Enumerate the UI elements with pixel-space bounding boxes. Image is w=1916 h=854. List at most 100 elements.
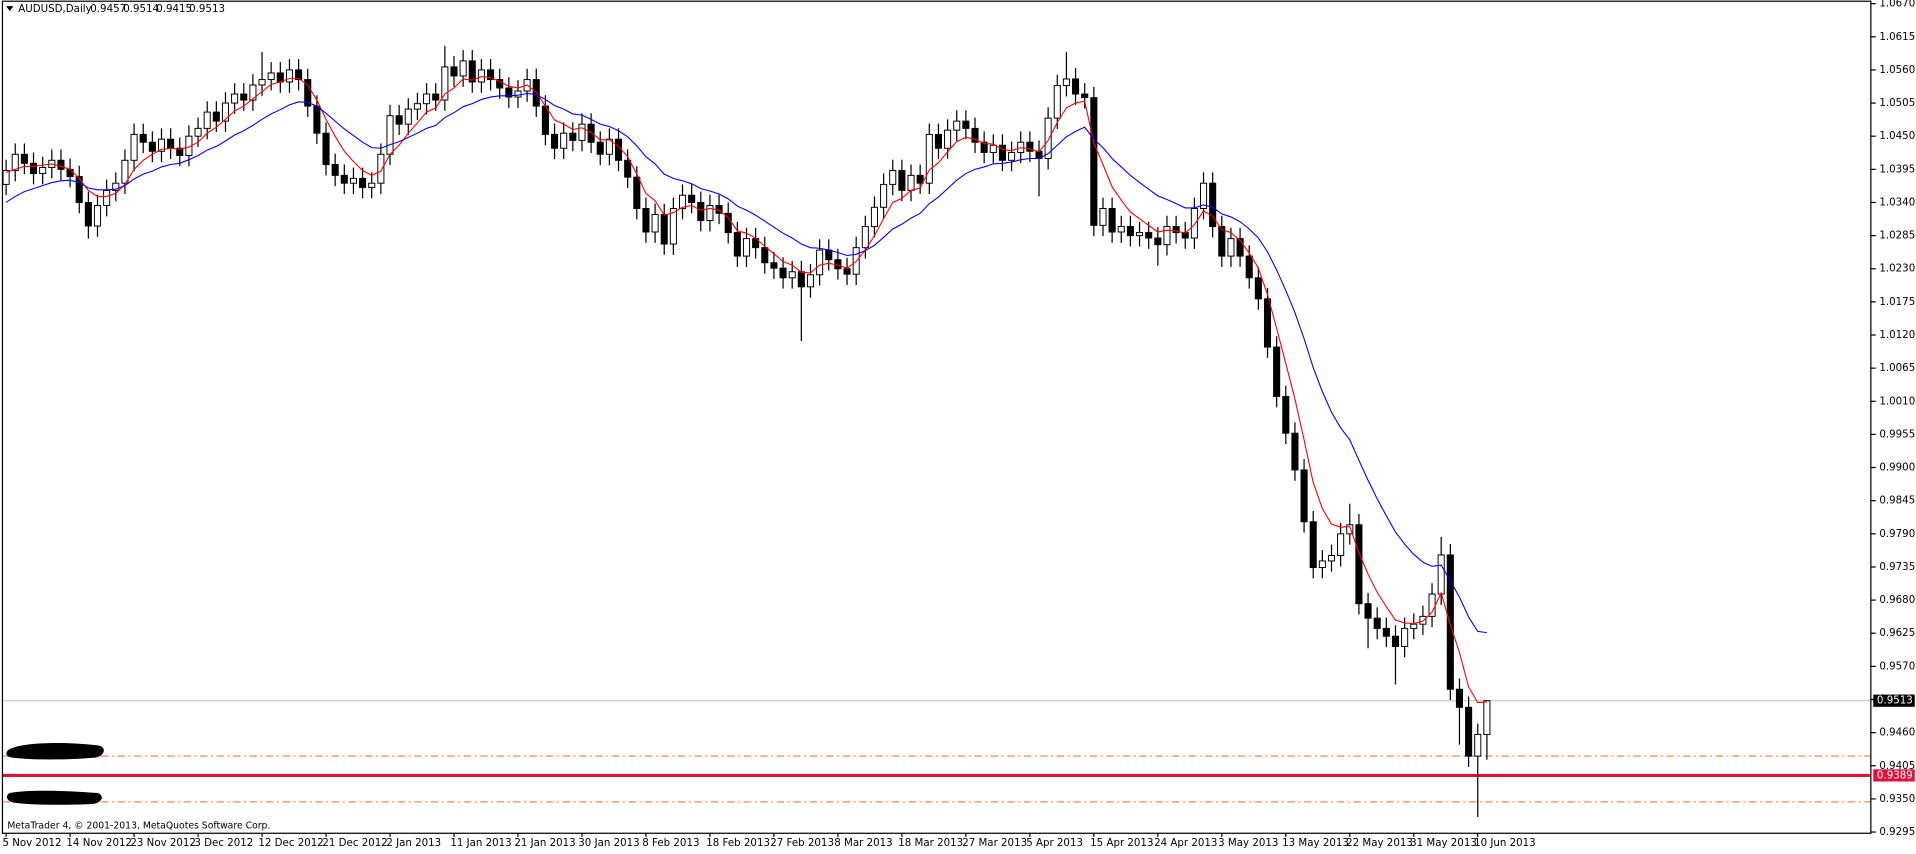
- candle-body: [1053, 85, 1061, 119]
- candle-body: [1190, 208, 1198, 239]
- candle-body: [578, 123, 586, 141]
- candle-body: [84, 201, 92, 227]
- candle-body: [423, 93, 431, 105]
- y-tick-label: 1.0395: [1879, 163, 1915, 175]
- candle-body: [103, 189, 111, 206]
- candle-body: [39, 167, 47, 175]
- candle-body: [1236, 238, 1244, 257]
- candle-body: [925, 133, 933, 184]
- candle-body: [386, 115, 394, 155]
- candle-body: [1282, 395, 1290, 434]
- candle-body: [1327, 555, 1336, 562]
- candle-body: [2, 170, 10, 185]
- candle-body: [678, 194, 687, 209]
- y-tick-label: 1.0670: [1879, 0, 1915, 10]
- candle-body: [1044, 117, 1052, 159]
- candle-body: [998, 144, 1006, 161]
- candle-body: [112, 182, 120, 191]
- candle-body: [395, 115, 403, 125]
- candle-body: [75, 176, 83, 203]
- candle-body: [1163, 226, 1171, 246]
- candle-body: [560, 132, 568, 149]
- candle-body: [93, 204, 102, 227]
- y-tick-label: 0.9295: [1879, 826, 1915, 838]
- y-tick-label: 1.0505: [1879, 97, 1915, 109]
- candle-body: [267, 72, 275, 81]
- candle-body: [1090, 97, 1098, 226]
- candle-body: [322, 132, 330, 166]
- candle-body: [898, 170, 906, 191]
- candle-body: [980, 141, 988, 153]
- menu-arrow[interactable]: [6, 6, 14, 11]
- candle-body: [432, 93, 440, 101]
- x-tick-label: 21 Dec 2012: [322, 837, 387, 849]
- ma-layer: [5, 75, 1487, 704]
- x-tick-label: 3 Dec 2012: [194, 837, 253, 849]
- x-tick-label: 22 May 2013: [1346, 837, 1413, 849]
- candle-body: [176, 147, 184, 156]
- candle-body: [651, 214, 659, 233]
- candle-body: [203, 111, 211, 129]
- candle-body: [916, 174, 924, 184]
- candle-body: [57, 159, 65, 170]
- candle-body: [1136, 232, 1144, 237]
- candle-body: [1008, 151, 1016, 161]
- candle-body: [944, 129, 952, 149]
- candle-body: [541, 105, 549, 135]
- candle-body: [1099, 208, 1107, 226]
- candle-body: [1273, 346, 1281, 397]
- x-tick-label: 2 Jan 2013: [386, 837, 441, 849]
- footer: MetaTrader 4, © 2001-2013, MetaQuotes So…: [7, 820, 270, 831]
- candle-body: [962, 120, 970, 129]
- candle-body: [788, 271, 796, 279]
- candle-body: [870, 206, 879, 228]
- candle-body: [194, 127, 202, 137]
- candle-body: [459, 60, 467, 77]
- candle-body: [1318, 560, 1326, 569]
- x-tick-label: 18 Mar 2013: [898, 837, 963, 849]
- y-tick-label: 1.0615: [1879, 31, 1915, 43]
- candle-body: [880, 183, 888, 208]
- candle-body: [212, 111, 220, 122]
- candle-body: [66, 168, 74, 178]
- header-low: 0.9415: [156, 3, 192, 15]
- x-tick-label: 23 Nov 2012: [130, 837, 196, 849]
- candle-body: [1309, 521, 1317, 569]
- candle-body: [989, 144, 997, 153]
- redaction: [6, 790, 102, 805]
- candle-body: [1072, 78, 1080, 95]
- candle-body: [477, 69, 485, 83]
- candle-body: [1062, 78, 1070, 87]
- candle-body: [779, 267, 787, 279]
- candle-body: [29, 162, 38, 175]
- candle-body: [733, 232, 741, 257]
- candle-body: [770, 262, 778, 269]
- candle-body: [231, 93, 239, 104]
- y-tick-label: 1.0285: [1879, 230, 1915, 242]
- x-tick-label: 10 Jun 2013: [1474, 837, 1536, 849]
- level-label: 0.9389: [1877, 769, 1913, 781]
- candle-body: [1245, 255, 1253, 279]
- price-label-box: [1873, 694, 1915, 707]
- candle-body: [953, 120, 961, 131]
- x-tick-label: 3 May 2013: [1218, 837, 1278, 849]
- candle-body: [1483, 700, 1491, 735]
- candle-body: [624, 159, 632, 178]
- candle-body: [349, 177, 357, 184]
- candle-body: [861, 226, 869, 249]
- candle-body: [468, 60, 476, 83]
- candle-body: [1355, 524, 1363, 605]
- candle-body: [514, 90, 522, 98]
- x-tick-label: 24 Apr 2013: [1154, 837, 1217, 849]
- candle-body: [11, 153, 19, 172]
- candle-body: [1145, 232, 1153, 239]
- x-tick-label: 31 May 2013: [1410, 837, 1477, 849]
- candle-body: [825, 249, 833, 261]
- candle-body: [450, 66, 458, 77]
- candle-body: [505, 87, 513, 98]
- candle-body: [1154, 237, 1162, 246]
- candle-body: [1026, 141, 1034, 152]
